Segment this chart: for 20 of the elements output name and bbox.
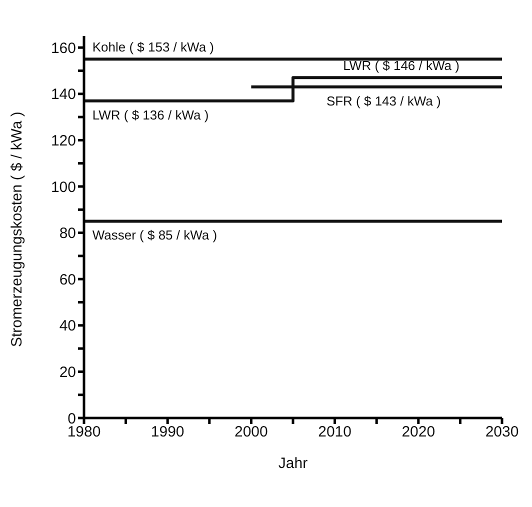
y-tick-label: 80 [59,225,76,242]
x-axis-title: Jahr [278,455,308,472]
y-tick-label: 140 [50,86,76,104]
x-tick-label: 2010 [318,424,352,441]
y-tick-label: 120 [50,132,76,150]
annotation: Kohle ( $ 153 / kWa ) [92,40,214,55]
x-tick-label: 1990 [150,424,184,441]
y-tick-label: 40 [59,318,76,335]
annotation: SFR ( $ 143 / kWa ) [326,93,441,108]
annotation: Wasser ( $ 85 / kWa ) [92,228,218,243]
annotation: LWR ( $ 136 / kWa ) [92,107,209,122]
x-tick-label: 2000 [234,424,268,441]
x-tick-label: 2030 [485,424,519,441]
y-tick-label: 20 [59,364,76,382]
annotation: LWR ( $ 146 / kWa ) [343,58,460,74]
y-tick-label: 60 [59,271,76,288]
y-axis-title: Stromerzeugungskosten ( $ / kWa ) [8,112,26,347]
y-tick-label: 160 [50,40,76,57]
x-tick-label: 2020 [402,424,436,441]
y-tick-label: 100 [50,178,76,196]
